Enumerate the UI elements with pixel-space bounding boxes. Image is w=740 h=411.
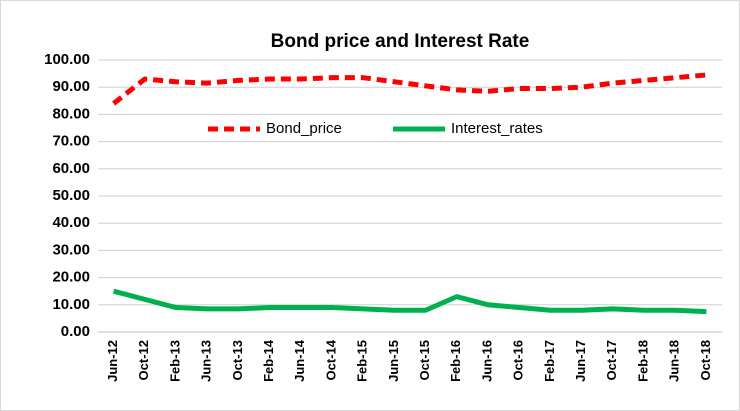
x-tick-label: Jun-14 (292, 339, 307, 382)
legend-label: Interest_rates (451, 120, 543, 137)
x-tick-label: Oct-16 (511, 340, 526, 380)
y-tick-label: 30.00 (52, 241, 90, 258)
x-tick-label: Feb-13 (167, 340, 182, 382)
x-tick-label: Jun-16 (479, 340, 494, 382)
y-tick-label: 40.00 (52, 214, 90, 231)
x-tick-label: Oct-14 (323, 339, 338, 380)
chart-title: Bond price and Interest Rate (271, 31, 530, 52)
x-tick-label: Jun-13 (199, 340, 214, 382)
x-tick-label: Jun-12 (105, 340, 120, 382)
y-tick-label: 90.00 (52, 78, 90, 95)
legend-label: Bond_price (266, 120, 342, 137)
y-tick-label: 0.00 (61, 323, 90, 340)
x-tick-label: Feb-16 (448, 340, 463, 382)
y-tick-label: 100.00 (44, 51, 90, 68)
series-line (112, 288, 707, 315)
y-tick-label: 10.00 (52, 296, 90, 313)
x-tick-label: Jun-17 (573, 340, 588, 382)
y-tick-label: 80.00 (52, 105, 90, 122)
y-tick-label: 60.00 (52, 160, 90, 177)
x-tick-label: Jun-18 (667, 340, 682, 382)
x-tick-label: Jun-15 (386, 340, 401, 382)
x-tick-label: Feb-18 (635, 340, 650, 382)
y-tick-label: 50.00 (52, 187, 90, 204)
x-tick-label: Oct-12 (136, 340, 151, 380)
x-tick-label: Feb-14 (261, 339, 276, 382)
x-tick-label: Oct-13 (230, 340, 245, 380)
x-tick-label: Oct-17 (604, 340, 619, 380)
x-tick-label: Oct-15 (417, 340, 432, 380)
y-tick-label: 20.00 (52, 269, 90, 286)
x-tick-label: Feb-15 (355, 340, 370, 382)
x-tick-label: Oct-18 (698, 340, 713, 380)
series-line (112, 72, 707, 106)
x-tick-label: Feb-17 (542, 340, 557, 382)
y-tick-label: 70.00 (52, 133, 90, 150)
